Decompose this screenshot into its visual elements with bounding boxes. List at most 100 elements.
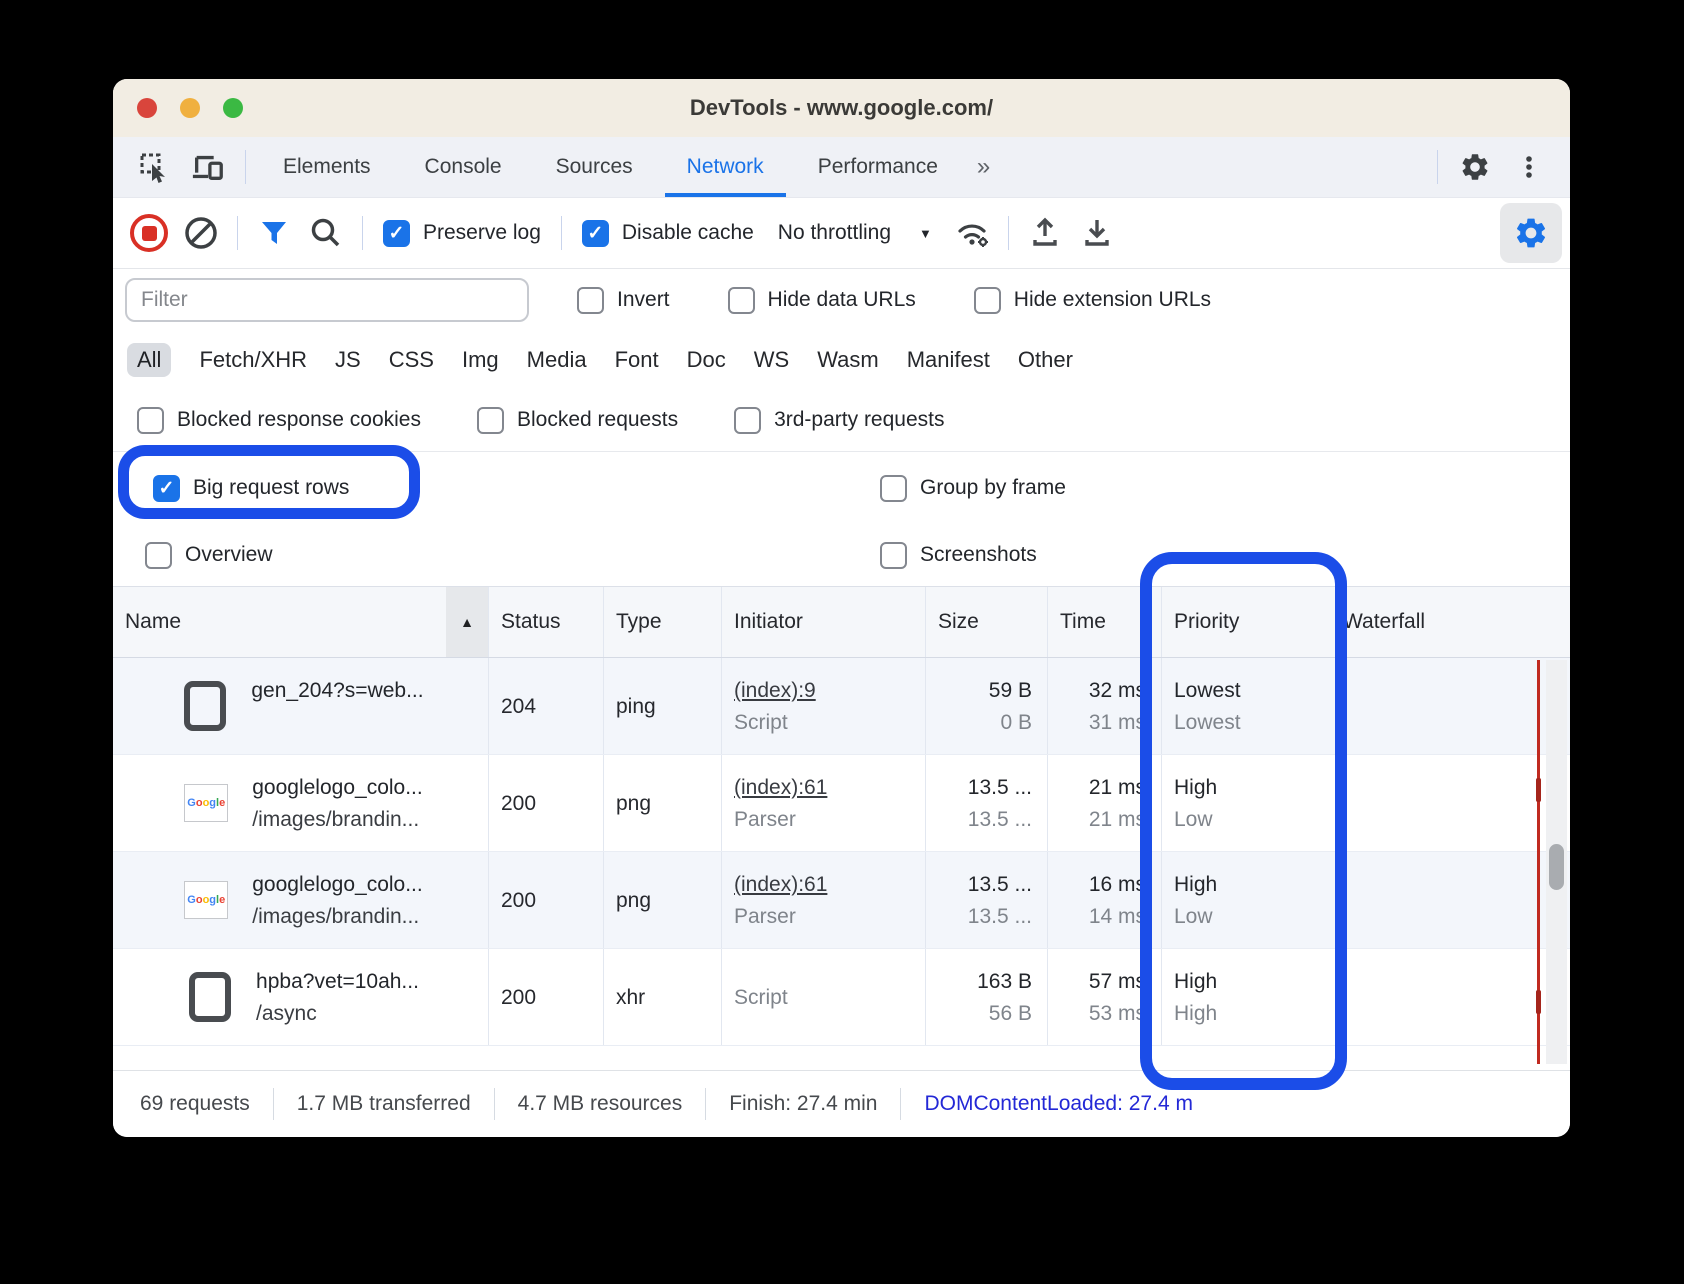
kebab-menu-icon[interactable] bbox=[1512, 150, 1546, 184]
tab-elements[interactable]: Elements bbox=[283, 155, 371, 178]
big-request-rows-label: Big request rows bbox=[193, 476, 350, 499]
chip-all[interactable]: All bbox=[127, 343, 172, 377]
tab-network[interactable]: Network bbox=[660, 137, 791, 197]
overview-checkbox-box[interactable] bbox=[145, 541, 172, 569]
type-cell: ping bbox=[604, 658, 722, 754]
blocked-response-cookies-checkbox-box[interactable] bbox=[137, 406, 164, 434]
group-by-frame-checkbox-box[interactable] bbox=[880, 474, 907, 502]
blocked-response-cookies-checkbox[interactable]: Blocked response cookies bbox=[137, 406, 421, 434]
network-summary-bar: 69 requests 1.7 MB transferred 4.7 MB reso… bbox=[113, 1070, 1570, 1137]
sort-indicator[interactable]: ▲ bbox=[446, 587, 488, 657]
request-name: gen_204?s=web... bbox=[251, 678, 424, 702]
column-header-waterfall[interactable]: Waterfall bbox=[1343, 610, 1426, 633]
throttling-dropdown[interactable]: No throttling ▼ bbox=[778, 221, 932, 245]
column-header-initiator[interactable]: Initiator bbox=[722, 587, 926, 657]
toolbar-divider bbox=[362, 216, 363, 250]
table-row[interactable]: hpba?vet=10ah... /async 200 xhr Script 1… bbox=[113, 949, 1570, 1046]
chip-fetch-xhr[interactable]: Fetch/XHR bbox=[199, 347, 308, 372]
preserve-log-checkbox[interactable]: Preserve log bbox=[383, 219, 541, 247]
column-header-size[interactable]: Size bbox=[926, 587, 1048, 657]
table-row[interactable]: gen_204?s=web... 204 ping (index):9 Scri… bbox=[113, 658, 1570, 755]
network-settings-gear-icon bbox=[1513, 215, 1549, 251]
column-header-priority[interactable]: Priority bbox=[1162, 587, 1341, 657]
disable-cache-checkbox-box[interactable] bbox=[581, 219, 609, 247]
clear-network-log-icon[interactable] bbox=[181, 213, 221, 253]
chip-img[interactable]: Img bbox=[461, 347, 499, 372]
column-header-time[interactable]: Time bbox=[1048, 587, 1162, 657]
group-by-frame-checkbox[interactable]: Group by frame bbox=[880, 474, 1066, 502]
chip-manifest[interactable]: Manifest bbox=[906, 347, 990, 372]
blocked-requests-checkbox-box[interactable] bbox=[476, 406, 504, 434]
hide-data-urls-checkbox[interactable]: Hide data URLs bbox=[727, 286, 916, 314]
close-window-button[interactable] bbox=[137, 98, 157, 118]
network-conditions-icon[interactable] bbox=[952, 213, 992, 253]
third-party-requests-checkbox[interactable]: 3rd-party requests bbox=[734, 406, 945, 434]
scrollbar-thumb[interactable] bbox=[1549, 844, 1564, 890]
invert-checkbox-box[interactable] bbox=[577, 286, 604, 314]
initiator-sub: Script bbox=[734, 985, 788, 1009]
chip-ws[interactable]: WS bbox=[753, 347, 790, 372]
more-tabs-button[interactable]: » bbox=[976, 153, 990, 180]
device-toolbar-icon[interactable] bbox=[191, 150, 225, 184]
import-har-icon[interactable] bbox=[1025, 213, 1065, 253]
disable-cache-checkbox[interactable]: Disable cache bbox=[581, 219, 754, 247]
hide-extension-urls-checkbox[interactable]: Hide extension URLs bbox=[973, 286, 1211, 314]
column-header-name[interactable]: Name ▲ bbox=[113, 587, 489, 657]
chip-doc[interactable]: Doc bbox=[686, 347, 726, 372]
filter-funnel-icon[interactable] bbox=[254, 213, 294, 253]
initiator-cell: Script bbox=[722, 949, 926, 1045]
hide-extension-urls-checkbox-box[interactable] bbox=[973, 286, 1001, 314]
scrollbar-track[interactable] bbox=[1546, 660, 1567, 1064]
inspect-element-icon[interactable] bbox=[137, 150, 171, 184]
initiator-link[interactable]: (index):61 bbox=[734, 775, 828, 799]
sort-ascending-icon: ▲ bbox=[460, 614, 474, 630]
filter-input[interactable] bbox=[125, 278, 529, 322]
invert-checkbox[interactable]: Invert bbox=[577, 286, 670, 314]
record-network-log-icon[interactable] bbox=[129, 213, 169, 253]
search-icon[interactable] bbox=[306, 213, 346, 253]
big-request-rows-checkbox-box[interactable] bbox=[153, 474, 180, 502]
blocked-requests-checkbox[interactable]: Blocked requests bbox=[476, 406, 678, 434]
dom-content-loaded-link[interactable]: DOMContentLoaded: 27.4 m bbox=[924, 1092, 1193, 1115]
big-request-rows-checkbox[interactable]: Big request rows bbox=[153, 474, 350, 502]
hide-data-urls-checkbox-box[interactable] bbox=[727, 286, 755, 314]
tabbar-divider bbox=[245, 150, 246, 184]
initiator-link[interactable]: (index):9 bbox=[734, 678, 816, 702]
chip-wasm[interactable]: Wasm bbox=[817, 347, 879, 372]
chip-media[interactable]: Media bbox=[526, 347, 587, 372]
tab-performance[interactable]: Performance bbox=[817, 155, 938, 178]
screenshots-checkbox[interactable]: Screenshots bbox=[880, 541, 1037, 569]
minimize-window-button[interactable] bbox=[180, 98, 200, 118]
chip-other[interactable]: Other bbox=[1017, 347, 1073, 372]
overview-checkbox[interactable]: Overview bbox=[145, 541, 273, 569]
column-header-status[interactable]: Status bbox=[489, 587, 604, 657]
chip-font[interactable]: Font bbox=[614, 347, 659, 372]
network-settings-button[interactable] bbox=[1500, 203, 1562, 263]
export-har-icon[interactable] bbox=[1077, 213, 1117, 253]
initiator-sub: Parser bbox=[734, 807, 796, 831]
column-header-type[interactable]: Type bbox=[604, 587, 722, 657]
request-name: hpba?vet=10ah... bbox=[256, 969, 419, 993]
chip-css[interactable]: CSS bbox=[388, 347, 434, 372]
third-party-requests-checkbox-box[interactable] bbox=[734, 406, 762, 434]
zoom-window-button[interactable] bbox=[223, 98, 243, 118]
size-cell: 163 B 56 B bbox=[926, 949, 1048, 1045]
name-cell[interactable]: gen_204?s=web... bbox=[113, 658, 489, 754]
name-cell[interactable]: hpba?vet=10ah... /async bbox=[113, 949, 489, 1045]
preserve-log-checkbox-box[interactable] bbox=[383, 219, 410, 247]
statusbar-item: 1.7 MB transferred bbox=[296, 1092, 471, 1115]
settings-gear-icon[interactable] bbox=[1458, 150, 1492, 184]
tab-sources[interactable]: Sources bbox=[555, 155, 633, 178]
chip-js[interactable]: JS bbox=[335, 347, 361, 372]
toolbar-divider bbox=[1007, 216, 1009, 250]
screenshots-checkbox-box[interactable] bbox=[880, 541, 907, 569]
status-cell: 200 bbox=[489, 949, 604, 1045]
type-cell: png bbox=[604, 755, 722, 851]
tab-console[interactable]: Console bbox=[424, 155, 502, 178]
initiator-link[interactable]: (index):61 bbox=[734, 872, 828, 896]
